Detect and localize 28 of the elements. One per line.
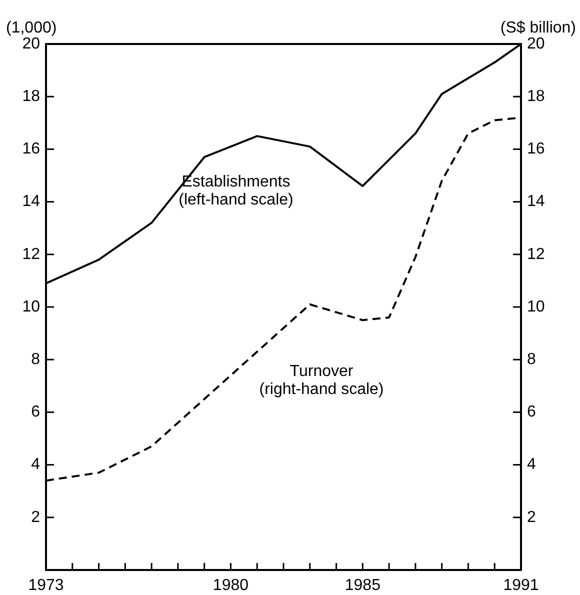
y2-tick-label: 20 <box>527 35 545 52</box>
y-tick-label: 18 <box>22 88 40 106</box>
y2-tick-label: 12 <box>527 246 545 263</box>
y-tick-label: 8 <box>31 351 40 368</box>
y-axis-title: (1,000) <box>6 19 57 36</box>
y-tick-label: 16 <box>22 140 40 158</box>
y2-tick-label: 18 <box>527 88 545 106</box>
y2-axis-title: (S$ billion) <box>500 19 576 36</box>
y2-tick-label: 2 <box>527 508 536 526</box>
y2-tick-label: 16 <box>527 140 545 158</box>
y-tick-label: 20 <box>22 35 40 52</box>
x-tick-label: 1980 <box>212 577 249 594</box>
y2-tick-label: 14 <box>527 193 545 210</box>
y2-tick-label: 10 <box>527 298 545 316</box>
y2-tick-label: 6 <box>527 404 536 421</box>
series-label: Turnover (right-hand scale) <box>259 363 384 398</box>
y-tick-label: 6 <box>31 404 40 421</box>
y-tick-label: 10 <box>22 298 40 316</box>
y2-tick-label: 4 <box>527 456 536 474</box>
x-tick-label: 1985 <box>344 577 381 594</box>
y-tick-label: 4 <box>31 456 40 474</box>
series-label: Establishments (left-hand scale) <box>178 174 294 209</box>
x-tick-label: 1991 <box>503 577 539 594</box>
y-tick-label: 14 <box>22 193 40 210</box>
x-tick-label: 1973 <box>28 577 64 594</box>
y-tick-label: 2 <box>31 508 40 526</box>
y-tick-label: 12 <box>22 246 40 263</box>
y2-tick-label: 8 <box>527 351 536 368</box>
